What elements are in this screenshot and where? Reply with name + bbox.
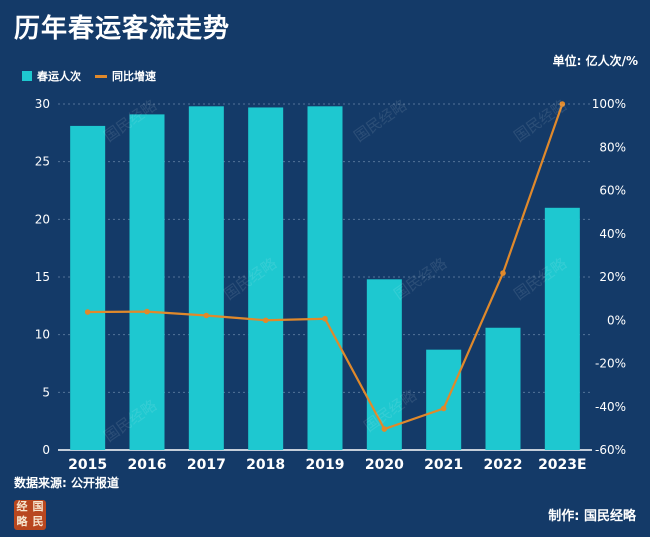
y-right-tick-label: 40% xyxy=(599,227,626,241)
growth-point xyxy=(381,426,388,432)
y-right-tick-label: -40% xyxy=(595,400,626,414)
data-source: 数据来源: 公开报道 xyxy=(14,476,119,490)
x-tick-label: 2018 xyxy=(246,457,285,473)
y-left-tick-label: 5 xyxy=(42,385,50,399)
x-tick-label: 2021 xyxy=(424,457,463,473)
legend-item-bar: 春运人次 xyxy=(22,68,81,84)
x-tick-label: 2022 xyxy=(484,457,523,473)
growth-point xyxy=(322,315,328,322)
y-right-tick-label: 80% xyxy=(599,140,626,154)
x-tick-label: 2017 xyxy=(187,457,226,473)
y-right-tick-label: -20% xyxy=(595,357,626,371)
line-swatch-icon xyxy=(95,74,107,78)
seal-char-1: 经 xyxy=(16,500,28,513)
bar xyxy=(544,207,580,450)
bar xyxy=(70,125,106,450)
y-left-tick-label: 10 xyxy=(35,328,50,342)
legend-line-label: 同比增速 xyxy=(112,70,156,83)
maker-credit: 制作: 国民经略 xyxy=(548,509,636,524)
y-left-tick-label: 25 xyxy=(35,155,50,169)
growth-point xyxy=(203,312,210,319)
growth-point xyxy=(262,317,269,324)
seal-char-2: 国 xyxy=(32,500,44,513)
legend-bar-label: 春运人次 xyxy=(37,70,81,83)
logo-seal: 经 国 略 民 xyxy=(14,500,46,530)
growth-point xyxy=(440,405,447,412)
legend: 春运人次 同比增速 xyxy=(22,68,156,84)
bar-swatch-icon xyxy=(22,71,32,81)
x-tick-label: 2023E xyxy=(538,457,587,473)
x-tick-label: 2019 xyxy=(306,457,345,473)
growth-point xyxy=(84,309,91,315)
y-left-tick-label: 15 xyxy=(35,270,50,284)
bar xyxy=(307,106,343,450)
bar xyxy=(426,349,462,450)
legend-item-line: 同比增速 xyxy=(95,68,156,84)
seal-char-4: 民 xyxy=(32,515,44,528)
x-tick-label: 2020 xyxy=(365,457,404,473)
bar xyxy=(129,114,165,450)
bar xyxy=(188,106,224,450)
y-right-tick-label: 0% xyxy=(607,313,626,327)
y-left-tick-label: 20 xyxy=(35,212,50,226)
y-left-tick-label: 0 xyxy=(42,443,50,457)
growth-point xyxy=(144,308,150,315)
y-right-tick-label: 60% xyxy=(599,184,626,198)
unit-label: 单位: 亿人次/% xyxy=(552,54,638,68)
growth-point xyxy=(559,101,566,107)
bar xyxy=(366,279,402,450)
y-right-tick-label: 20% xyxy=(599,270,626,284)
page-title: 历年春运客流走势 xyxy=(14,14,231,44)
x-tick-label: 2015 xyxy=(68,457,107,473)
y-left-tick-label: 30 xyxy=(35,97,50,111)
y-right-tick-label: 100% xyxy=(592,97,626,111)
seal-char-3: 略 xyxy=(16,515,28,528)
growth-point xyxy=(500,270,506,276)
x-tick-label: 2016 xyxy=(128,457,167,473)
bar xyxy=(485,327,521,450)
bar xyxy=(248,107,284,451)
y-right-tick-label: -60% xyxy=(595,443,626,457)
